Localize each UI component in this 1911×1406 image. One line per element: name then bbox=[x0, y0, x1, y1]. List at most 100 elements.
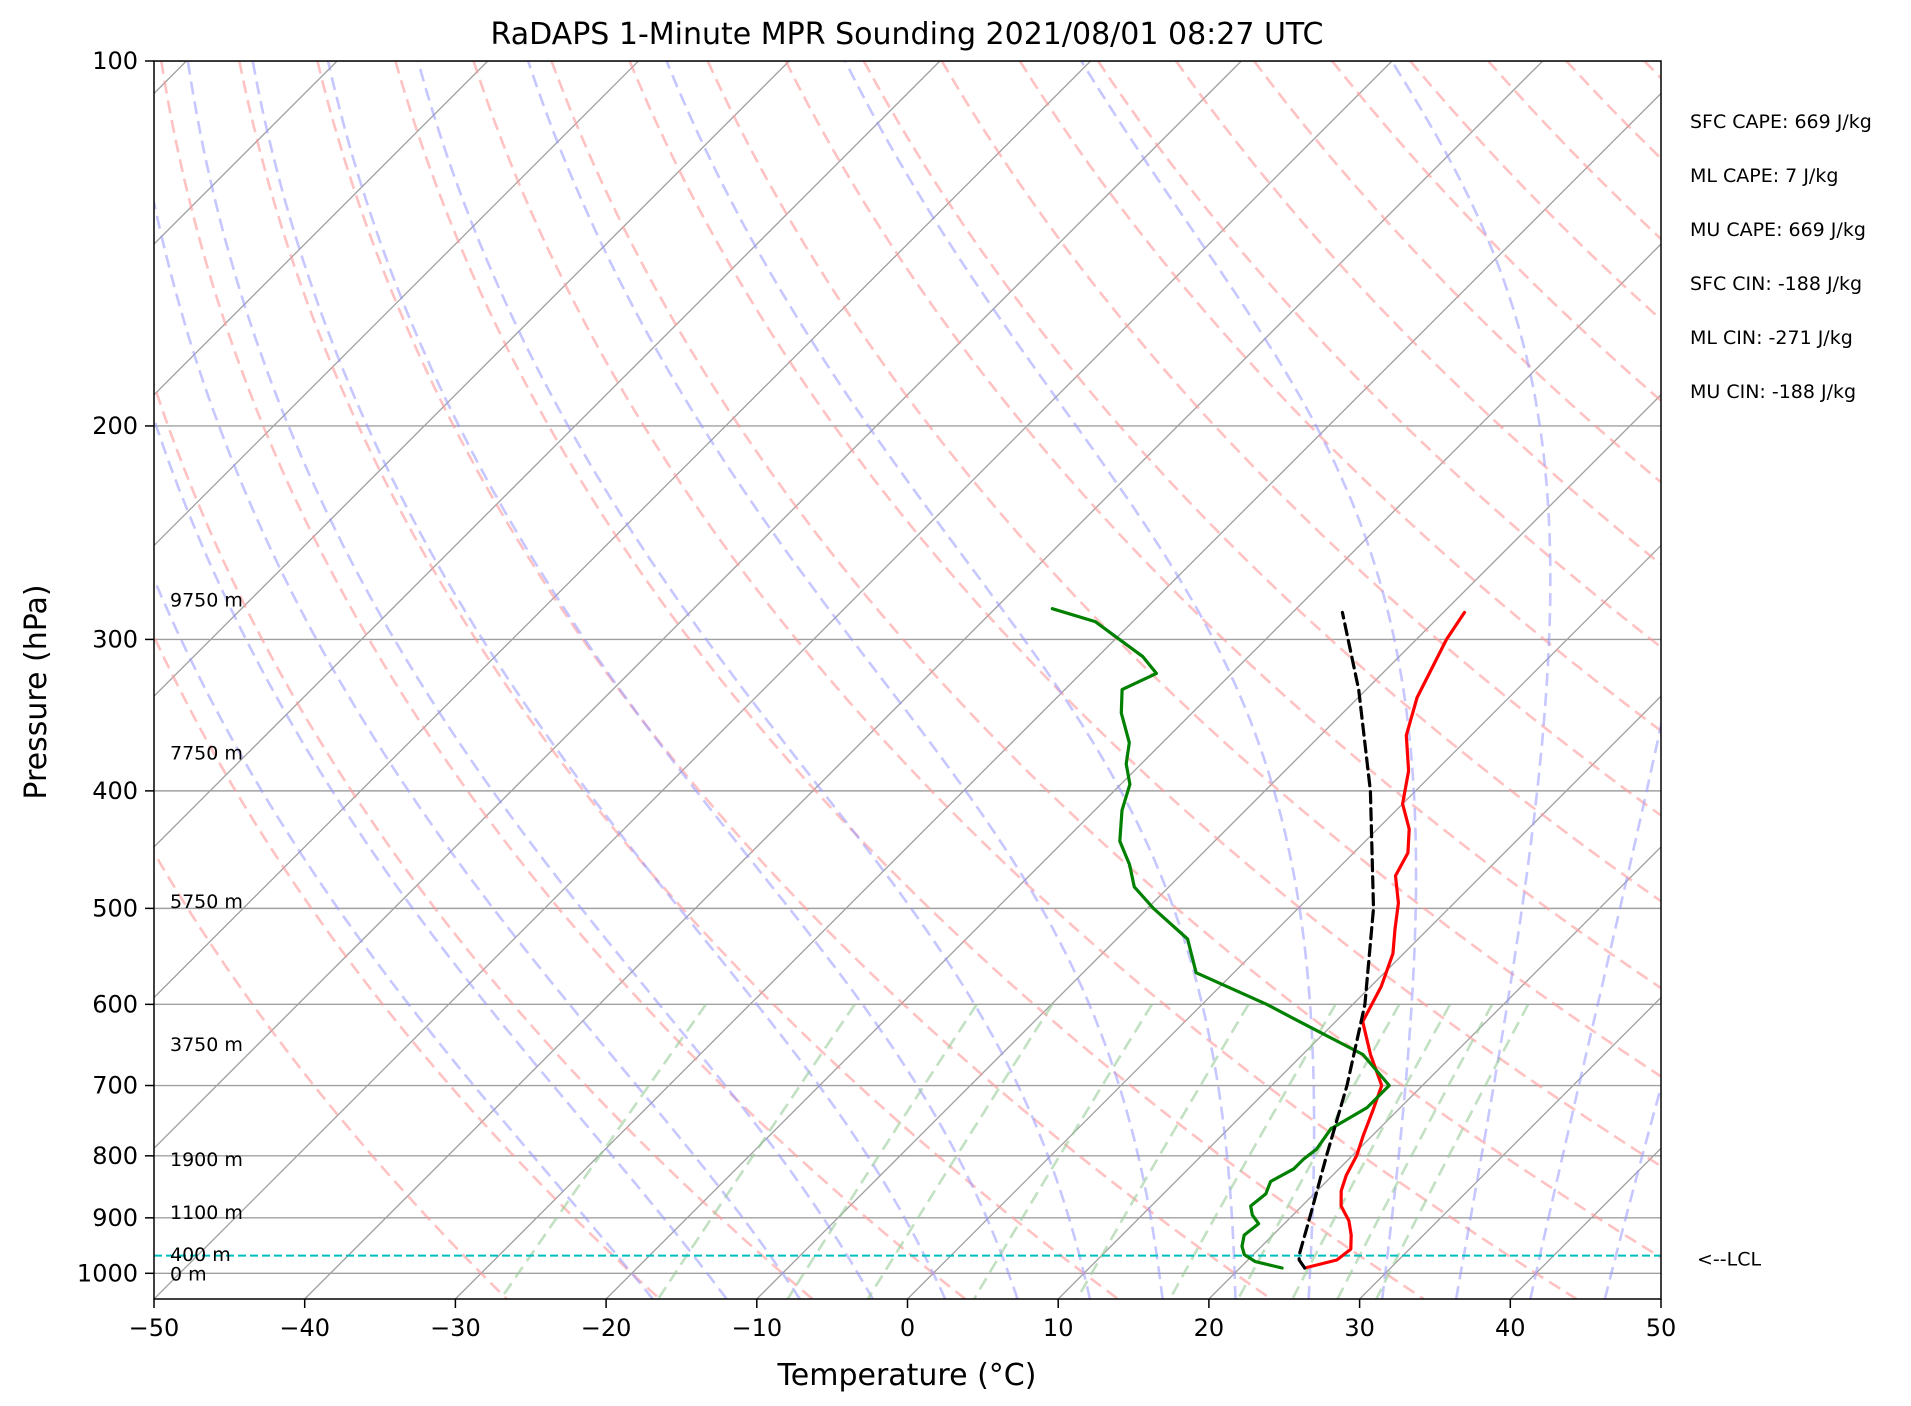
isotherm-line bbox=[454, 92, 1661, 1299]
isotherm-line bbox=[304, 61, 1544, 1299]
dry-adiabat bbox=[160, 61, 967, 1299]
moist-adiabat bbox=[154, 415, 728, 1299]
x-tick-label: −30 bbox=[430, 1314, 481, 1342]
x-tick-label: −40 bbox=[279, 1314, 330, 1342]
height-label: 0 m bbox=[170, 1263, 207, 1285]
height-label: 400 m bbox=[170, 1244, 231, 1266]
isotherm-line bbox=[154, 61, 639, 547]
parcel-profile bbox=[1297, 610, 1376, 1270]
moist-adiabat bbox=[1080, 61, 1418, 1299]
moist-adiabat bbox=[665, 61, 1237, 1299]
mixing-ratio-line bbox=[866, 1003, 1054, 1299]
x-axis-label: Temperature (°C) bbox=[777, 1358, 1037, 1393]
mixing-ratio-line bbox=[1291, 1003, 1452, 1299]
height-label: 5750 m bbox=[170, 891, 243, 913]
isotherm-line bbox=[154, 61, 790, 698]
mixing-ratio-line bbox=[1375, 1003, 1530, 1299]
stat-annotation: MU CIN: -188 J/kg bbox=[1690, 381, 1856, 403]
mixing-ratio-line bbox=[1336, 1003, 1494, 1299]
dry-adiabat bbox=[154, 380, 814, 1299]
mixing-ratio-line bbox=[786, 1003, 978, 1299]
stat-annotation: SFC CAPE: 669 J/kg bbox=[1690, 111, 1872, 133]
x-tick-label: −10 bbox=[731, 1314, 782, 1342]
height-label: 9750 m bbox=[170, 589, 243, 611]
height-label: 3750 m bbox=[170, 1034, 243, 1056]
stat-annotation: ML CAPE: 7 J/kg bbox=[1690, 165, 1838, 187]
isotherm-line bbox=[154, 61, 489, 396]
isotherm-line bbox=[154, 61, 1242, 1150]
y-tick-label: 900 bbox=[92, 1204, 138, 1232]
profiles bbox=[154, 607, 1661, 1270]
height-labels: 9750 m 7750 m 5750 m 3750 m 1900 m 1100 m 400 … bbox=[170, 589, 243, 1285]
lcl-label-group: <--LCL bbox=[1697, 1249, 1761, 1271]
moist-adiabat bbox=[526, 61, 1164, 1299]
axis-ticks: −50 −40 −30 −20 −10 0 10 20 30 40 50 100 200 300 400 50… bbox=[77, 47, 1676, 1342]
y-tick-label: 300 bbox=[92, 625, 138, 653]
dry-adiabat bbox=[238, 61, 1119, 1299]
moist-adiabat bbox=[1529, 719, 1661, 1299]
isotherm-line bbox=[1359, 996, 1661, 1299]
x-tick-label: −20 bbox=[581, 1314, 632, 1342]
background-lines bbox=[154, 61, 1661, 1299]
dry-adiabat bbox=[394, 61, 1425, 1299]
y-tick-label: 800 bbox=[92, 1142, 138, 1170]
moist-adiabat bbox=[326, 61, 1019, 1299]
chart-title: RaDAPS 1-Minute MPR Sounding 2021/08/01 … bbox=[491, 17, 1324, 52]
dry-adiabat bbox=[706, 61, 1661, 1078]
y-tick-label: 200 bbox=[92, 412, 138, 440]
mixing-ratio-line bbox=[499, 1003, 707, 1299]
dry-adiabat bbox=[1018, 61, 1661, 733]
dry-adiabat bbox=[472, 61, 1578, 1299]
height-label: 1100 m bbox=[170, 1202, 243, 1224]
height-label: 7750 m bbox=[170, 743, 243, 765]
isotherm-line bbox=[154, 61, 941, 848]
mixing-ratio-line bbox=[1075, 1003, 1250, 1299]
x-tick-label: 10 bbox=[1043, 1314, 1074, 1342]
stat-annotation: SFC CIN: -188 J/kg bbox=[1690, 273, 1862, 295]
y-axis-label: Pressure (hPa) bbox=[19, 584, 54, 799]
dry-adiabat bbox=[1174, 61, 1661, 566]
dry-adiabat bbox=[1253, 61, 1661, 484]
stat-annotation: ML CIN: -271 J/kg bbox=[1690, 327, 1853, 349]
stats-panel: SFC CAPE: 669 J/kg ML CAPE: 7 J/kg MU CAPE… bbox=[1690, 111, 1872, 403]
moist-adiabat bbox=[186, 61, 874, 1299]
y-tick-label: 500 bbox=[92, 894, 138, 922]
x-tick-label: −50 bbox=[129, 1314, 180, 1342]
stat-annotation: MU CAPE: 669 J/kg bbox=[1690, 219, 1866, 241]
x-tick-label: 30 bbox=[1344, 1314, 1375, 1342]
mixing-ratio-line bbox=[1168, 1003, 1337, 1299]
y-tick-label: 400 bbox=[92, 777, 138, 805]
isotherm-line bbox=[605, 243, 1661, 1299]
mixing-ratio-line bbox=[1236, 1003, 1401, 1299]
x-tick-label: 50 bbox=[1646, 1314, 1677, 1342]
dry-adiabat bbox=[1409, 61, 1661, 322]
lcl-label: <--LCL bbox=[1697, 1249, 1761, 1271]
isotherm-line bbox=[154, 61, 1393, 1299]
y-tick-label: 1000 bbox=[77, 1259, 138, 1287]
height-label: 1900 m bbox=[170, 1149, 243, 1171]
moist-adiabat bbox=[416, 61, 1092, 1299]
y-tick-label: 700 bbox=[92, 1072, 138, 1100]
dewpoint-profile bbox=[1050, 607, 1391, 1270]
y-tick-label: 100 bbox=[92, 47, 138, 75]
mixing-ratio-line bbox=[972, 1003, 1154, 1299]
y-tick-label: 600 bbox=[92, 990, 138, 1018]
isotherm-line bbox=[1208, 845, 1661, 1299]
x-tick-label: 20 bbox=[1194, 1314, 1225, 1342]
x-tick-label: 0 bbox=[900, 1314, 915, 1342]
dry-adiabat bbox=[940, 61, 1661, 818]
moist-adiabat bbox=[1603, 1082, 1661, 1299]
dry-adiabat bbox=[862, 61, 1661, 903]
dry-adiabat bbox=[154, 633, 661, 1299]
moist-adiabat bbox=[154, 196, 801, 1299]
dry-adiabat bbox=[784, 61, 1661, 990]
isotherm-line bbox=[154, 61, 1092, 999]
x-tick-label: 40 bbox=[1495, 1314, 1526, 1342]
isotherm-line bbox=[907, 544, 1661, 1299]
dry-adiabat bbox=[628, 61, 1661, 1168]
moist-adiabat bbox=[1390, 61, 1552, 1299]
isotherm-line bbox=[1057, 695, 1661, 1299]
moist-adiabat bbox=[154, 575, 654, 1299]
dry-adiabat bbox=[550, 61, 1661, 1260]
